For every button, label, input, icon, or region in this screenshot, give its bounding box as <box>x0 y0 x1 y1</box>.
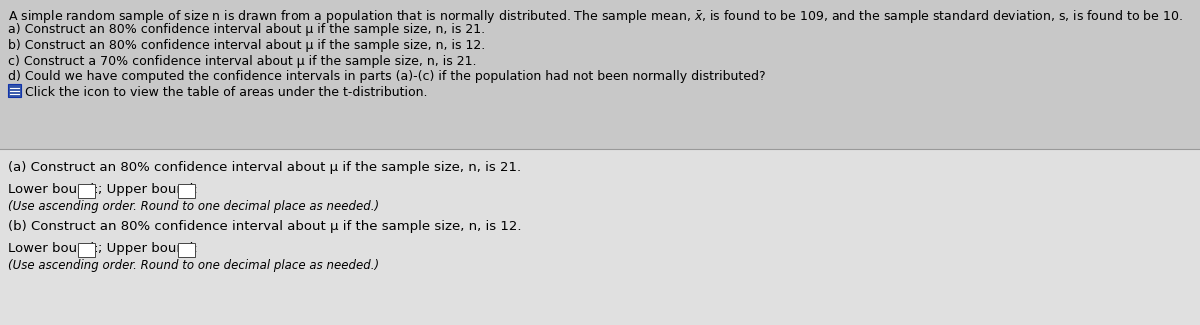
Text: c) Construct a 70% confidence interval about μ if the sample size, n, is 21.: c) Construct a 70% confidence interval a… <box>8 55 476 68</box>
Text: a) Construct an 80% confidence interval about μ if the sample size, n, is 21.: a) Construct an 80% confidence interval … <box>8 23 485 36</box>
Text: A simple random sample of size n is drawn from a population that is normally dis: A simple random sample of size n is draw… <box>8 8 1183 25</box>
FancyBboxPatch shape <box>179 243 196 257</box>
FancyBboxPatch shape <box>179 184 196 198</box>
Text: Lower bound:: Lower bound: <box>8 242 103 255</box>
FancyBboxPatch shape <box>78 243 95 257</box>
Text: ; Upper bound:: ; Upper bound: <box>97 242 202 255</box>
Bar <box>0 149 1200 325</box>
Bar <box>0 0 1200 149</box>
Text: b) Construct an 80% confidence interval about μ if the sample size, n, is 12.: b) Construct an 80% confidence interval … <box>8 39 485 52</box>
Text: (Use ascending order. Round to one decimal place as needed.): (Use ascending order. Round to one decim… <box>8 200 379 213</box>
Text: (b) Construct an 80% confidence interval about μ if the sample size, n, is 12.: (b) Construct an 80% confidence interval… <box>8 220 522 233</box>
FancyBboxPatch shape <box>78 184 95 198</box>
Text: Click the icon to view the table of areas under the t-distribution.: Click the icon to view the table of area… <box>25 85 427 98</box>
Text: (a) Construct an 80% confidence interval about μ if the sample size, n, is 21.: (a) Construct an 80% confidence interval… <box>8 161 521 174</box>
Text: d) Could we have computed the confidence intervals in parts (a)-(c) if the popul: d) Could we have computed the confidence… <box>8 70 766 83</box>
FancyBboxPatch shape <box>8 84 22 97</box>
Text: Lower bound:: Lower bound: <box>8 183 103 196</box>
Text: (Use ascending order. Round to one decimal place as needed.): (Use ascending order. Round to one decim… <box>8 259 379 272</box>
Text: ; Upper bound:: ; Upper bound: <box>97 183 202 196</box>
